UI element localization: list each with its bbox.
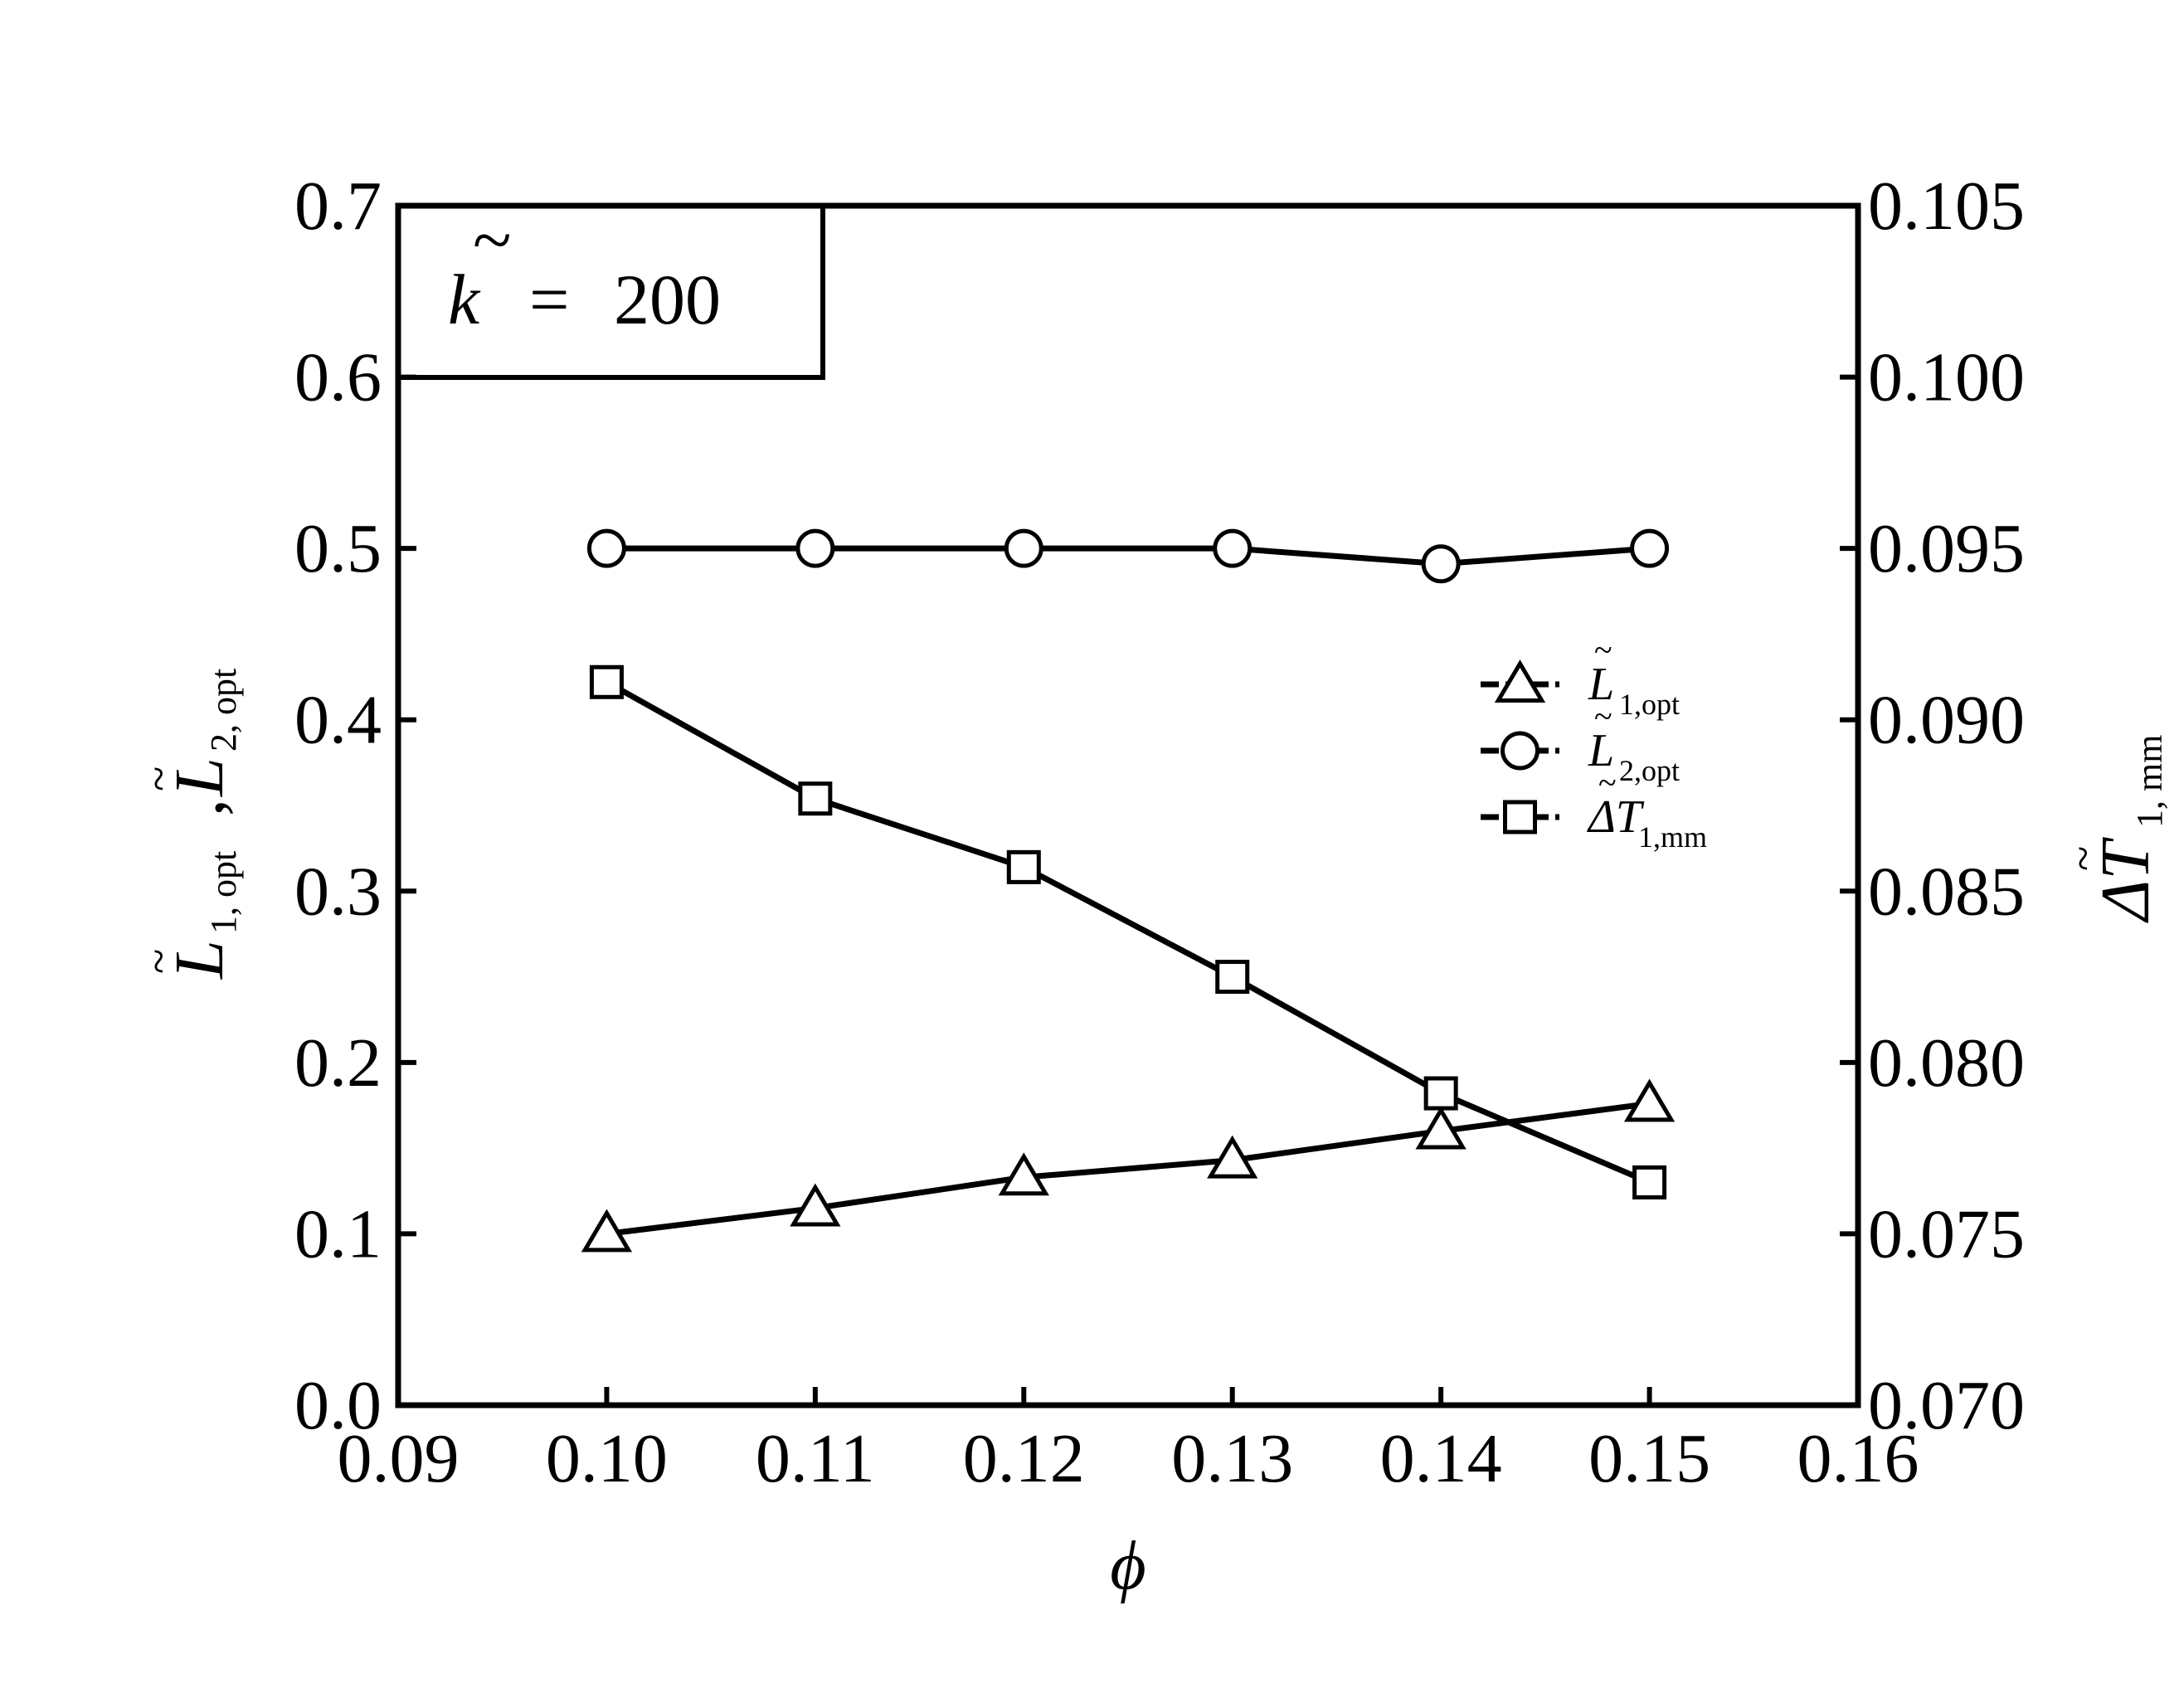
- y-tick-label-right: 0.095: [1868, 510, 2025, 587]
- y-tick-label-left: 0.6: [294, 339, 382, 416]
- legend-label: ΔT: [1587, 791, 1645, 843]
- x-axis-label: ϕ: [1110, 1527, 1146, 1604]
- legend-marker-triangle: [1494, 659, 1546, 703]
- y-tick-label-left: 0.2: [294, 1024, 382, 1102]
- x-tick-label: 0.12: [963, 1420, 1085, 1497]
- plot-frame: [395, 202, 1861, 1409]
- y-axis-label-left-tilde-2: ~: [134, 766, 185, 791]
- y-tick-label-right: 0.080: [1868, 1024, 2025, 1102]
- y-axis-label-left: ~ L 1, opt , ~ L 2, opt: [134, 669, 244, 980]
- data-point-triangle: [790, 1183, 841, 1227]
- annotation-symbol: k: [448, 260, 481, 339]
- y-axis-label-right: ~ ΔT 1, mm: [2058, 735, 2170, 923]
- data-point-triangle: [1207, 1135, 1258, 1179]
- y-axis-label-right-main: ΔT: [2087, 837, 2164, 923]
- legend-label: L: [1588, 659, 1614, 710]
- legend-label: L: [1588, 725, 1614, 776]
- y-tick-label-left: 0.0: [294, 1367, 382, 1444]
- x-tick-label: 0.09: [338, 1420, 460, 1497]
- legend-sub: 2,opt: [1619, 754, 1680, 787]
- x-tick-label: 0.15: [1588, 1420, 1710, 1497]
- y-tick-label-right: 0.105: [1868, 168, 2025, 245]
- annotation-value: 200: [614, 260, 721, 339]
- legend-sub: 1,mm: [1638, 820, 1707, 854]
- y-tick-label-left: 0.3: [294, 853, 382, 930]
- data-point-circle: [795, 528, 835, 568]
- data-point-circle: [1630, 528, 1670, 568]
- y-axis-label-left-tilde-1: ~: [134, 949, 185, 974]
- legend-item-circle: L~2,opt: [1481, 698, 1680, 787]
- data-point-square: [798, 781, 833, 816]
- y-axis-label-right-sub: 1, mm: [2129, 735, 2170, 828]
- y-tick-label-left: 0.5: [294, 510, 382, 587]
- data-point-triangle: [581, 1209, 633, 1253]
- data-point-square: [1632, 1165, 1667, 1199]
- y-tick-label-left: 0.4: [294, 682, 382, 759]
- legend-tilde: ~: [1598, 764, 1617, 801]
- data-point-circle: [1421, 544, 1461, 584]
- y-tick-label-left: 0.1: [294, 1195, 382, 1272]
- y-axis-label-left-sub1: 1, opt: [203, 851, 244, 934]
- data-point-triangle: [998, 1152, 1049, 1196]
- legend-item-square: ΔT~1,mm: [1481, 764, 1707, 854]
- legend-tilde: ~: [1594, 631, 1612, 669]
- data-point-triangle: [1623, 1078, 1676, 1122]
- x-tick-label: 0.13: [1171, 1420, 1293, 1497]
- y-tick-label-right: 0.090: [1868, 682, 2025, 759]
- annotation-tilde: ~: [473, 200, 512, 280]
- y-tick-label-right: 0.070: [1868, 1367, 2025, 1444]
- legend-tilde: ~: [1594, 698, 1612, 735]
- data-point-square: [1006, 849, 1041, 884]
- annotation-equals: =: [529, 260, 570, 339]
- series-layer: [581, 528, 1676, 1253]
- y-axis-label-left-sep: ,: [161, 799, 238, 816]
- annotation-box: ~ k = 200: [398, 200, 825, 380]
- data-point-triangle: [1415, 1106, 1467, 1150]
- data-point-circle: [586, 528, 626, 568]
- y-axis-label-left-part2: L: [161, 757, 238, 797]
- legend-sub: 1,opt: [1619, 688, 1680, 721]
- data-point-circle: [1213, 528, 1253, 568]
- series-line-circle: [606, 545, 1650, 567]
- x-tick-label: 0.11: [756, 1420, 875, 1497]
- y-tick-label-right: 0.085: [1868, 853, 2025, 930]
- y-tick-label-right: 0.100: [1868, 339, 2025, 416]
- x-tick-label: 0.16: [1797, 1420, 1919, 1497]
- y-tick-label-left: 0.7: [294, 168, 382, 245]
- x-tick-label: 0.10: [546, 1420, 668, 1497]
- series-circle: [586, 528, 1670, 584]
- series-line-triangle: [606, 1100, 1651, 1237]
- ticks-layer: 0.09 0.10 0.11 0.12 0.13 0.14 0.15 0.16 0.0 0.1 0.…: [294, 168, 2025, 1497]
- series-line-square: [605, 679, 1651, 1185]
- y-tick-label-right: 0.075: [1868, 1195, 2025, 1272]
- data-point-square: [1215, 960, 1250, 995]
- annotation-border: [398, 206, 825, 380]
- y-axis-label-left-sub2: 2, opt: [203, 669, 244, 752]
- legend-marker-square: [1503, 800, 1537, 834]
- series-triangle: [581, 1078, 1676, 1253]
- data-point-square: [589, 664, 624, 699]
- data-point-circle: [1004, 528, 1043, 568]
- y-axis-label-left-part1: L: [161, 940, 238, 980]
- data-point-square: [1423, 1076, 1458, 1111]
- x-tick-label: 0.14: [1380, 1420, 1502, 1497]
- y-axis-label-right-tilde: ~: [2058, 846, 2109, 871]
- legend-marker-circle: [1501, 731, 1540, 771]
- series-square: [589, 664, 1667, 1199]
- legend-item-triangle: L~1,opt: [1481, 631, 1680, 721]
